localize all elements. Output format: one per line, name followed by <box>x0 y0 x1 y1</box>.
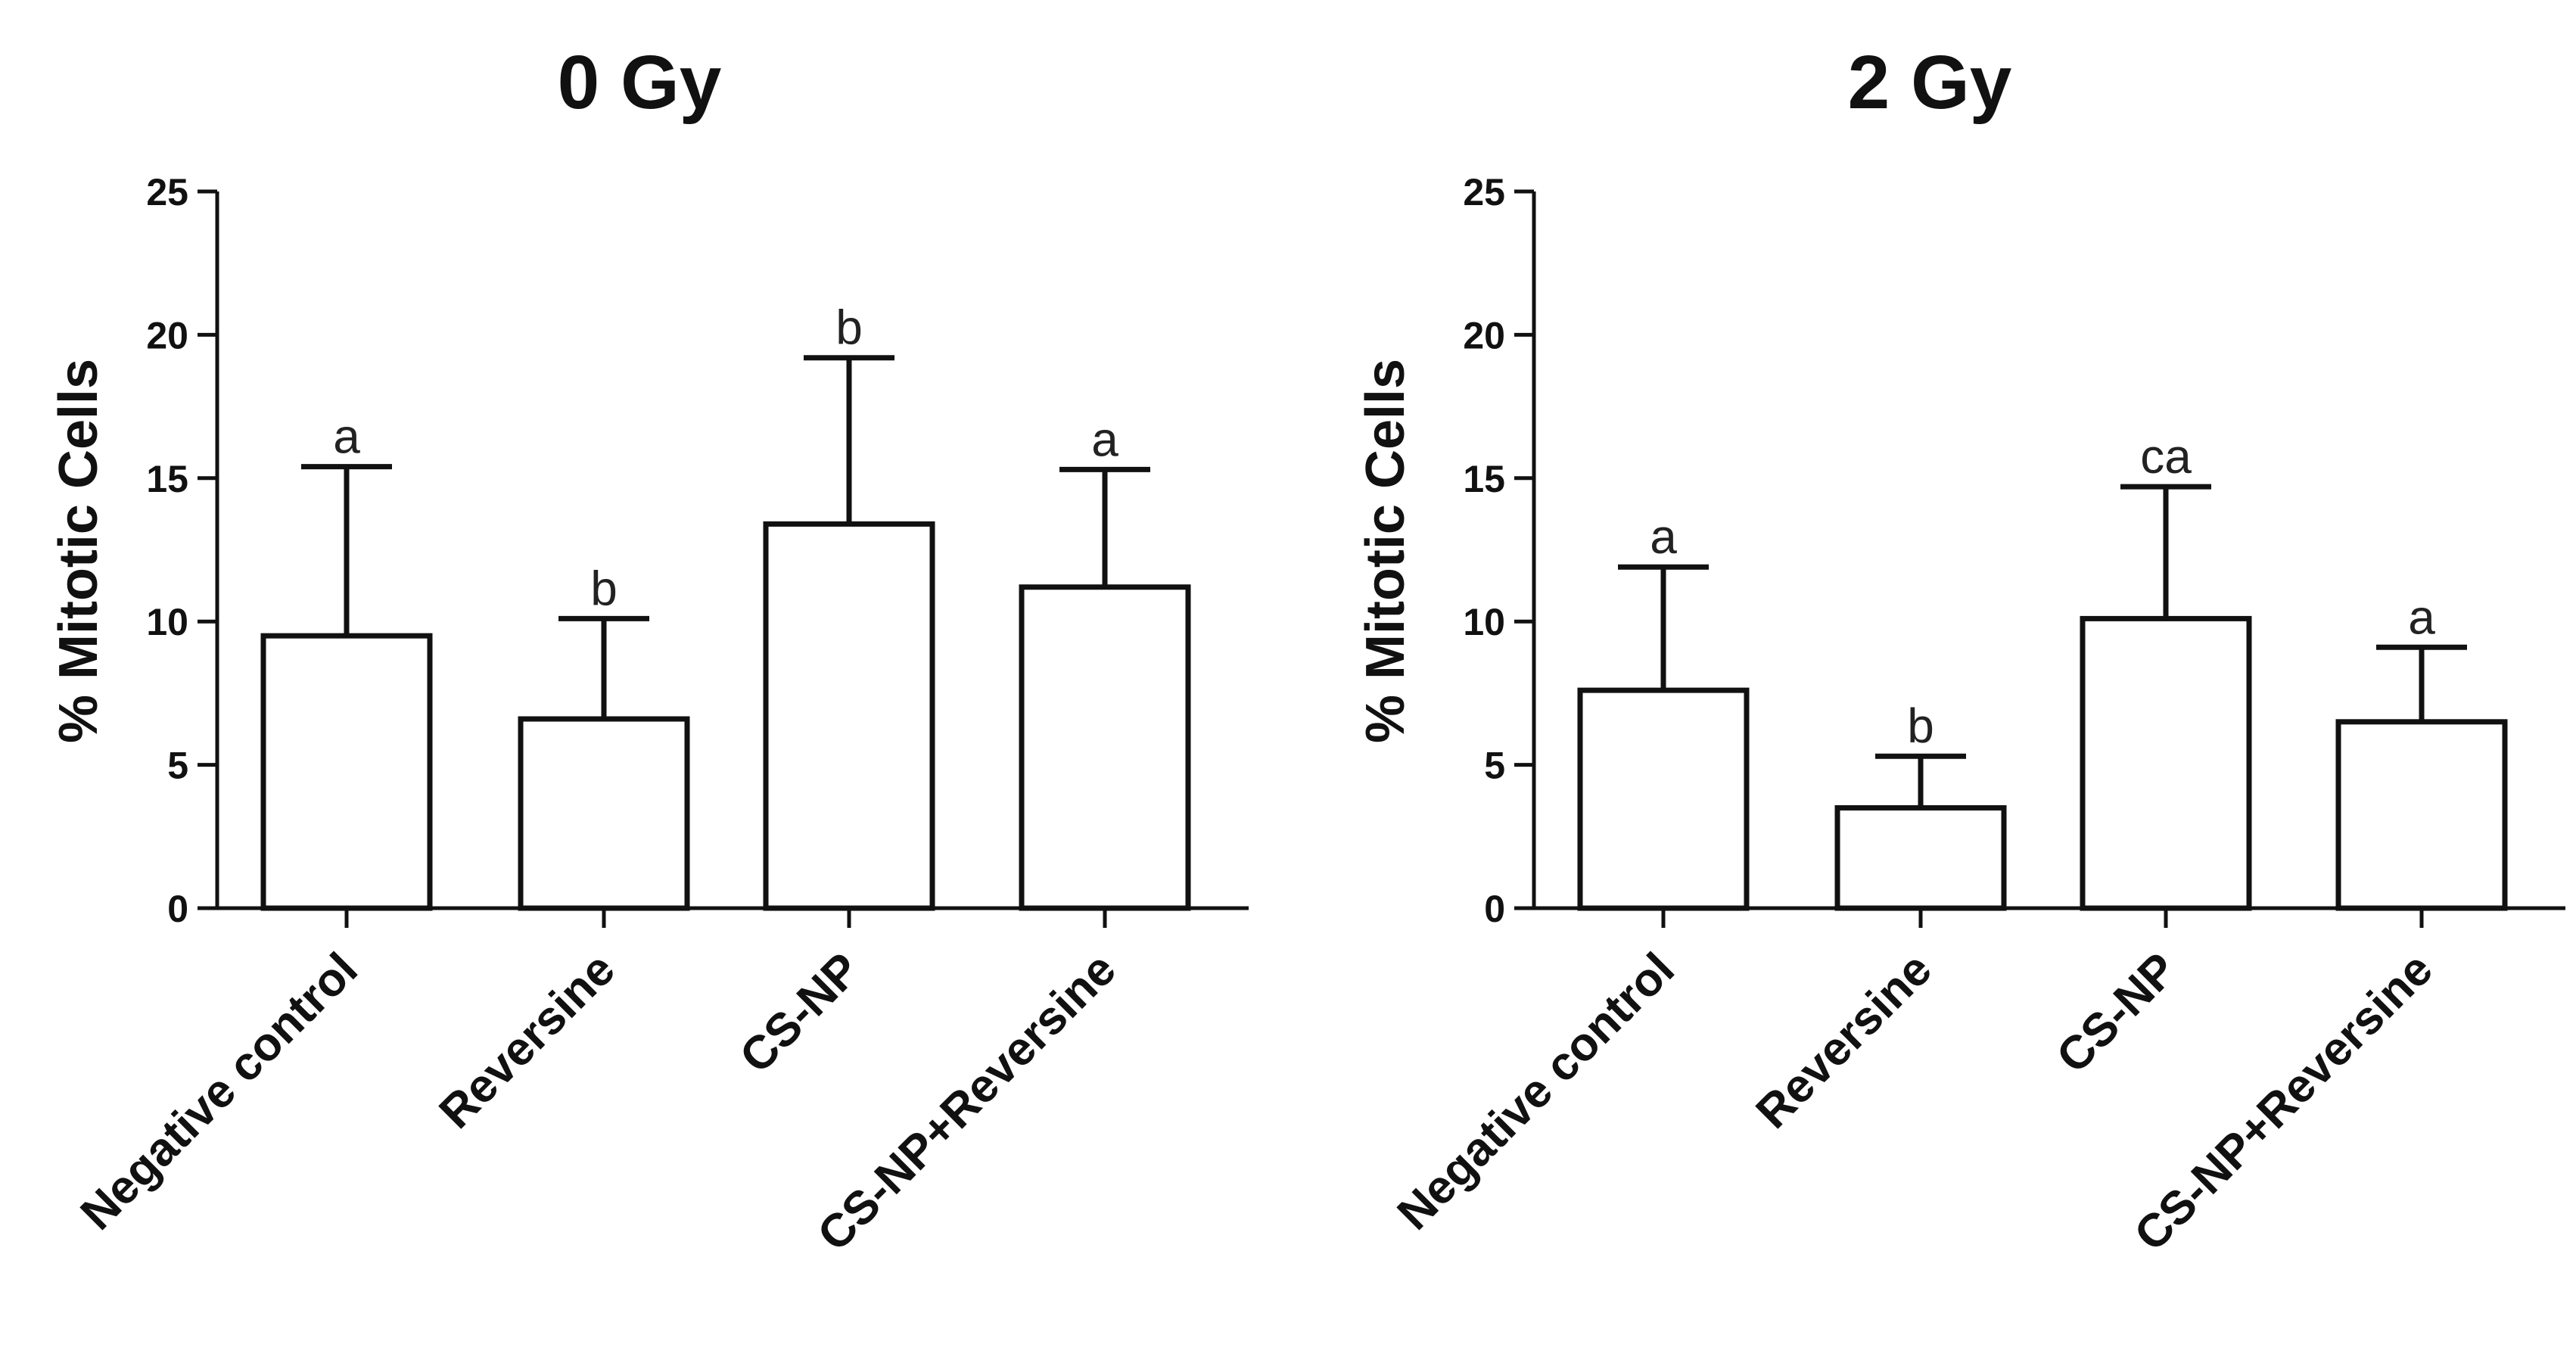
y-tick-label-0gy-15: 15 <box>146 458 188 500</box>
bar-0gy-cs-np-reversine <box>1019 584 1191 911</box>
significance-label-2gy-cs-np: ca <box>2140 429 2192 484</box>
chart-title-0gy: 0 Gy <box>558 40 722 125</box>
bar-0gy-negative-control <box>260 633 433 911</box>
chart-panel-2gy: 2 Gy % Mitotic Cells 0 5 10 15 20 25 a N… <box>1355 40 2565 1262</box>
y-tick-label-2gy-5: 5 <box>1484 745 1505 787</box>
y-tick-label-0gy-5: 5 <box>167 745 188 787</box>
significance-label-2gy-reversine: b <box>1907 699 1934 753</box>
y-tick-label-2gy-0: 0 <box>1484 888 1505 930</box>
bar-2gy-cs-np <box>2080 615 2252 911</box>
bar-group-0gy-cs-np: b CS-NP <box>730 300 935 1083</box>
category-label-2gy-negative-control: Negative control <box>1388 943 1685 1240</box>
bar-2gy-reversine <box>1834 804 2007 911</box>
y-tick-label-2gy-15: 15 <box>1463 458 1505 500</box>
y-tick-label-0gy-10: 10 <box>146 601 188 643</box>
significance-label-0gy-cs-np-reversine: a <box>1091 412 1118 466</box>
category-label-0gy-reversine: Reversine <box>430 943 625 1138</box>
category-label-0gy-negative-control: Negative control <box>71 943 368 1240</box>
significance-label-0gy-negative-control: a <box>333 409 360 464</box>
category-label-2gy-reversine: Reversine <box>1747 943 1942 1138</box>
bar-0gy-cs-np <box>763 521 935 911</box>
significance-label-0gy-reversine: b <box>590 561 618 615</box>
chart-title-2gy: 2 Gy <box>1848 40 2012 125</box>
bar-group-2gy-reversine: b Reversine <box>1747 699 2007 1139</box>
bar-0gy-reversine <box>518 716 690 911</box>
significance-label-0gy-cs-np: b <box>835 300 863 355</box>
y-tick-label-0gy-20: 20 <box>146 314 188 356</box>
y-axis-label-0gy: % Mitotic Cells <box>48 359 109 743</box>
y-tick-label-2gy-25: 25 <box>1463 171 1505 213</box>
significance-label-2gy-cs-np-reversine: a <box>2408 590 2435 644</box>
bar-2gy-negative-control <box>1577 687 1750 911</box>
bar-group-0gy-negative-control: a Negative control <box>71 409 433 1240</box>
bar-group-2gy-negative-control: a Negative control <box>1388 509 1750 1240</box>
y-tick-label-2gy-10: 10 <box>1463 601 1505 643</box>
y-tick-label-0gy-0: 0 <box>167 888 188 930</box>
category-label-2gy-cs-np: CS-NP <box>2047 943 2187 1083</box>
significance-label-2gy-negative-control: a <box>1650 509 1677 564</box>
bar-group-0gy-reversine: b Reversine <box>430 561 690 1139</box>
category-label-0gy-cs-np: CS-NP <box>730 943 870 1083</box>
bar-group-2gy-cs-np: ca CS-NP <box>2047 429 2252 1083</box>
y-tick-label-0gy-25: 25 <box>146 171 188 213</box>
bar-2gy-cs-np-reversine <box>2335 719 2508 911</box>
y-axis-label-2gy: % Mitotic Cells <box>1355 359 1416 743</box>
y-tick-label-2gy-20: 20 <box>1463 314 1505 356</box>
chart-panel-0gy: 0 Gy % Mitotic Cells 0 5 10 15 20 25 a N… <box>48 40 1249 1262</box>
